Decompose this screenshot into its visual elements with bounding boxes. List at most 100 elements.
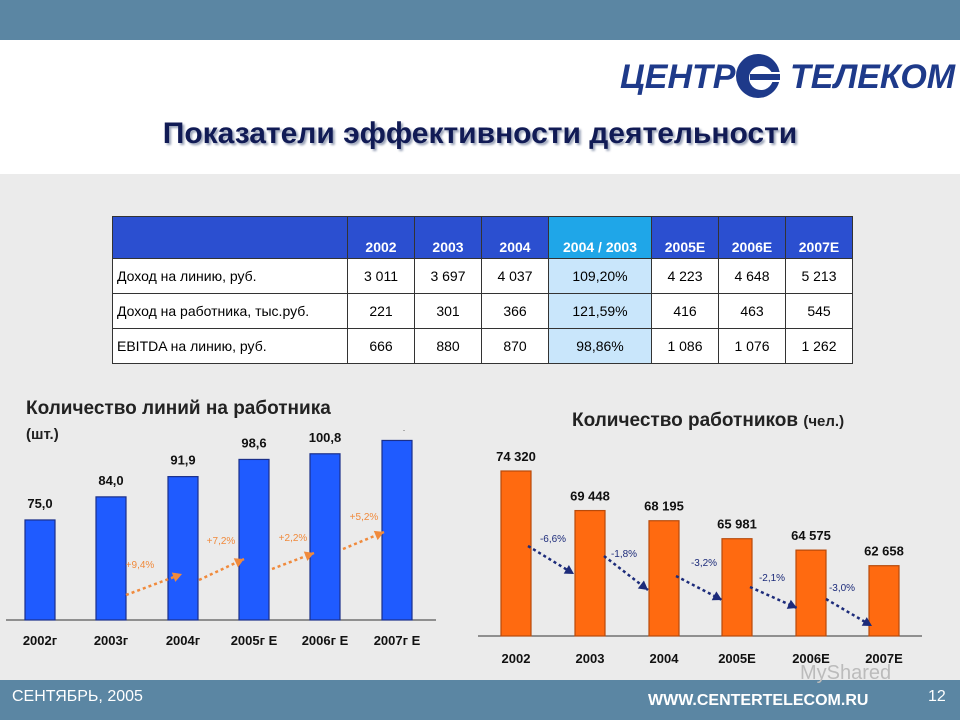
table-header-cell: 2007E: [785, 216, 853, 259]
growth-arrow-head: [303, 551, 314, 561]
growth-label: +7,2%: [207, 536, 236, 547]
table-cell: 3 697: [414, 258, 482, 294]
table-cell: 870: [481, 328, 549, 364]
table-cell: 416: [651, 293, 719, 329]
logo-text-right: ТЕЛЕКОМ: [790, 58, 956, 96]
bar: [721, 538, 753, 637]
table-cell: 366: [481, 293, 549, 329]
growth-label: -1,8%: [611, 549, 637, 560]
bar-value-label: 64 575: [791, 528, 831, 543]
x-tick-label: 2002г: [23, 633, 58, 648]
decline-arrow-head: [563, 565, 574, 574]
table-cell: 301: [414, 293, 482, 329]
growth-label: +5,2%: [350, 512, 379, 523]
footer-date: СЕНТЯБРЬ, 2005: [12, 688, 143, 705]
table-header-cell: 2002: [347, 216, 415, 259]
bar-value-label: 84,0: [98, 473, 123, 488]
bottom-bar: [0, 680, 960, 720]
bar: [238, 458, 270, 621]
decline-arrow-head: [637, 580, 648, 590]
bar: [795, 549, 827, 637]
table-cell: 4 223: [651, 258, 719, 294]
table-cell: 221: [347, 293, 415, 329]
bar: [309, 453, 341, 621]
kpi-table: 2002 2003 2004 2004 / 2003 2005E 2006E 2…: [112, 216, 853, 364]
table-cell: 5 213: [785, 258, 853, 294]
table-cell: 109,20%: [548, 258, 652, 294]
table-header-cell: 2004: [481, 216, 549, 259]
chart-lines-per-employee: 75,0 2002г 84,0 2003г 91,9 2004г 98,6 2005г Е 10…: [6, 430, 436, 648]
table-cell: 463: [718, 293, 786, 329]
growth-label: -2,1%: [759, 573, 785, 584]
chart2-unit: (чел.): [803, 413, 845, 430]
watermark: MyShared: [800, 662, 892, 684]
table-cell: 3 011: [347, 258, 415, 294]
x-tick-label: 2005г Е: [231, 633, 278, 648]
table-cell: 98,86%: [548, 328, 652, 364]
bar: [500, 470, 532, 637]
bar-value-label: 62 658: [864, 544, 904, 559]
x-tick-label: 2004: [650, 651, 680, 666]
bar-value-label: 74 320: [496, 449, 536, 464]
decline-arrow-head: [711, 591, 722, 601]
decline-arrow-head: [786, 599, 797, 609]
table-row: EBITDA на линию, руб. 666 880 870 98,86%…: [112, 328, 853, 364]
bar: [648, 520, 680, 637]
chart-employees: 74 320 2002 69 448 2003 68 195 2004 65 981 2005…: [478, 449, 922, 666]
table-header-cell: 2003: [414, 216, 482, 259]
bar: [381, 439, 413, 621]
bar: [95, 496, 127, 621]
growth-label: +9,4%: [126, 560, 155, 571]
bar: [167, 476, 199, 621]
company-logo: ЦЕНТР ТЕЛЕКОМ: [620, 48, 955, 108]
growth-arrow: [125, 572, 183, 597]
table-cell: 1 086: [651, 328, 719, 364]
growth-arrow-head: [373, 530, 384, 541]
chart2-title: Количество работников (чел.): [572, 410, 844, 432]
growth-arrow-head: [171, 572, 182, 582]
growth-arrow: [198, 557, 245, 582]
bar-value-label: 68 195: [644, 499, 684, 514]
bar: [24, 519, 56, 621]
table-row: Доход на работника, тыс.руб. 221 301 366…: [112, 293, 853, 329]
logo-text-left: ЦЕНТР: [620, 58, 736, 96]
bar-value-label: 100,8: [309, 430, 342, 445]
table-header-cell: 2006E: [718, 216, 786, 259]
table-cell: 545: [785, 293, 853, 329]
x-tick-label: 2004г: [166, 633, 201, 648]
table-cell: EBITDA на линию, руб.: [112, 328, 348, 364]
table-row: Доход на линию, руб. 3 011 3 697 4 037 1…: [112, 258, 853, 294]
x-tick-label: 2007E: [865, 651, 903, 666]
growth-label: -6,6%: [540, 534, 566, 545]
x-tick-label: 2006E: [792, 651, 830, 666]
table-cell: 121,59%: [548, 293, 652, 329]
decline-arrow-head: [861, 617, 872, 626]
bar-value-label: 65 981: [717, 517, 757, 532]
x-tick-label: 2005E: [718, 651, 756, 666]
bar-value-label: 75,0: [27, 496, 52, 511]
table-cell: 666: [347, 328, 415, 364]
chart2-title-text: Количество работников: [572, 410, 799, 431]
bar: [868, 565, 900, 637]
footer-url[interactable]: WWW.CENTERTELECOM.RU: [648, 692, 869, 709]
table-header-cell: [112, 216, 348, 259]
chart1-unit: (шт.): [26, 426, 59, 443]
x-tick-label: 2007г Е: [374, 633, 421, 648]
table-header-cell: 2004 / 2003: [548, 216, 652, 259]
growth-label: -3,2%: [691, 558, 717, 569]
top-bar: [0, 0, 960, 40]
x-tick-label: 2006г Е: [302, 633, 349, 648]
chart1-title: Количество линий на работника: [26, 398, 331, 419]
x-tick-label: 2003: [576, 651, 605, 666]
table-cell: 880: [414, 328, 482, 364]
table-cell: 1 076: [718, 328, 786, 364]
x-tick-label: 2002: [502, 651, 531, 666]
logo-mark-icon: [736, 54, 788, 98]
bar: [574, 509, 606, 637]
table-cell: 4 037: [481, 258, 549, 294]
page-number: 12: [928, 688, 946, 705]
table-header-row: 2002 2003 2004 2004 / 2003 2005E 2006E 2…: [112, 216, 853, 259]
table-header-cell: 2005E: [651, 216, 719, 259]
table-cell: Доход на линию, руб.: [112, 258, 348, 294]
page-title: Показатели эффективности деятельности: [162, 117, 798, 150]
